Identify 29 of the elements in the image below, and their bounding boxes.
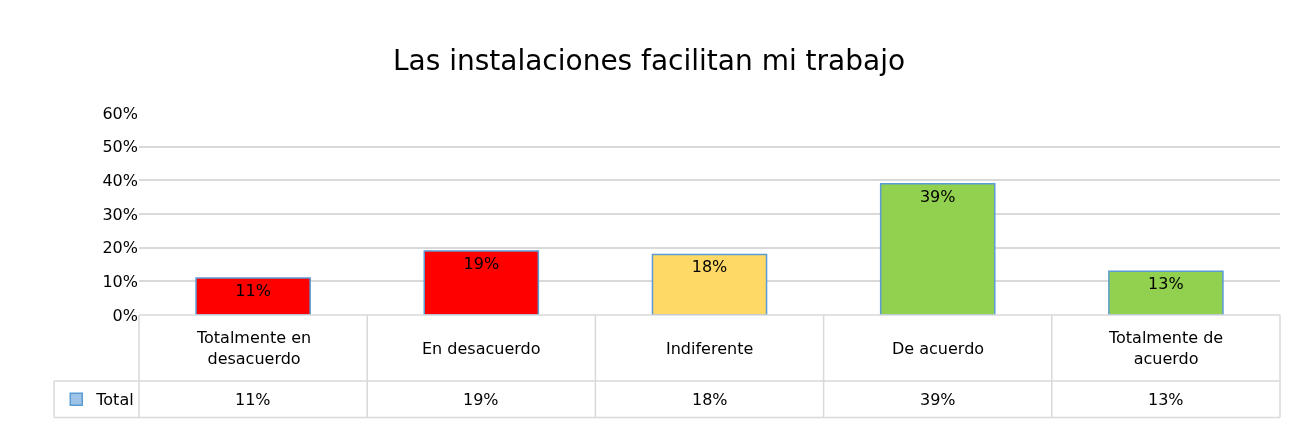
data-label: 19% bbox=[463, 390, 499, 409]
x-tick-label: Totalmente en desacuerdo bbox=[196, 328, 312, 368]
bar bbox=[879, 182, 996, 315]
y-tick-label: 10% bbox=[102, 271, 138, 291]
text: 11% bbox=[235, 280, 271, 300]
y-tick-label: 20% bbox=[102, 238, 138, 258]
text: 18% bbox=[691, 257, 728, 277]
y-tick-label: 30% bbox=[102, 204, 138, 224]
y-tick-label: 40% bbox=[102, 170, 138, 190]
text: Total bbox=[95, 390, 134, 410]
data-label: 13% bbox=[1148, 390, 1184, 409]
bar bbox=[1108, 270, 1224, 315]
chart-title: Las instalaciones facilitan mi trabajo bbox=[392, 43, 906, 77]
x-tick-label: De acuerdo bbox=[892, 339, 985, 358]
bar bbox=[195, 277, 311, 315]
data-label: 11% bbox=[235, 390, 271, 409]
text: 39% bbox=[919, 186, 956, 206]
data-label: 39% bbox=[920, 390, 956, 409]
text: 19% bbox=[463, 254, 500, 274]
data-label: 18% bbox=[692, 390, 728, 409]
x-tick-label: En desacuerdo bbox=[422, 339, 541, 358]
x-tick-label: Indiferente bbox=[666, 339, 754, 358]
bar bbox=[651, 253, 768, 315]
bar bbox=[423, 250, 540, 315]
x-tick-label: Totalmente de acuerdo bbox=[1108, 328, 1224, 368]
y-tick-label: 60% bbox=[102, 103, 138, 123]
y-tick-label: 0% bbox=[112, 305, 138, 325]
text: 13% bbox=[1148, 274, 1184, 294]
y-tick-label: 50% bbox=[102, 137, 138, 157]
